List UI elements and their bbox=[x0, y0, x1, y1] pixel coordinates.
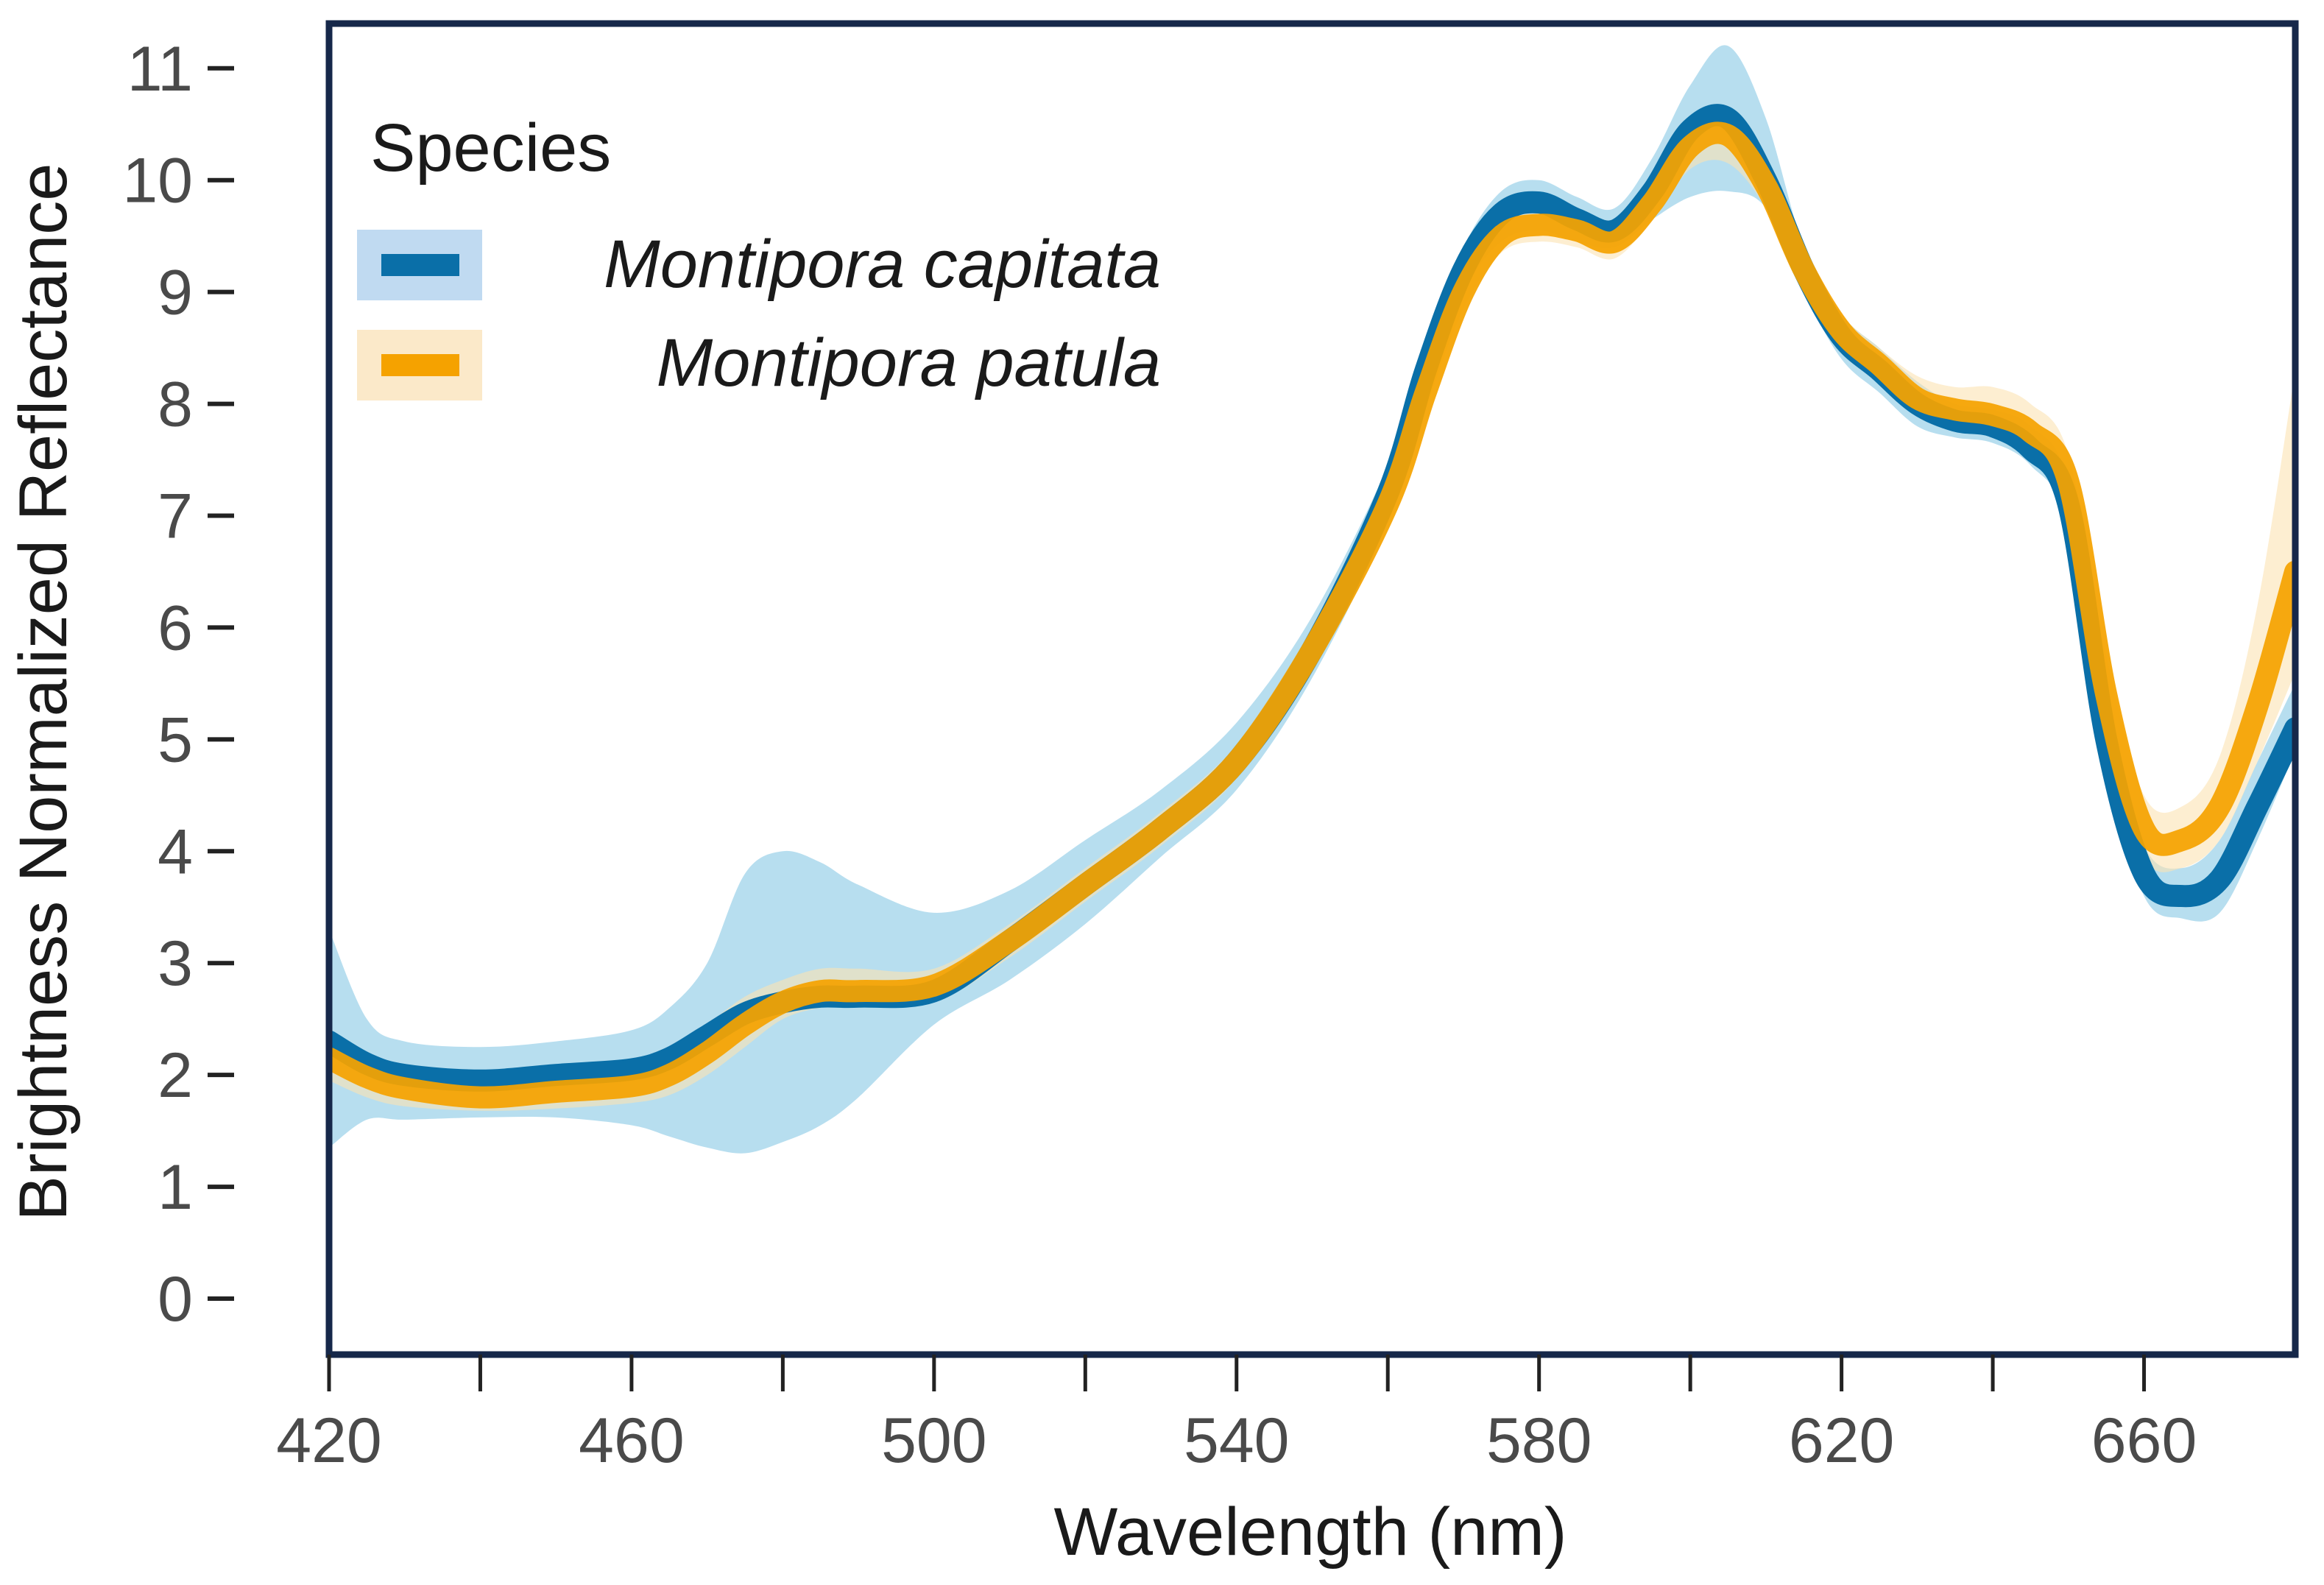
x-axis-label: Wavelength (nm) bbox=[1053, 1494, 1567, 1570]
y-tick-label-9: 9 bbox=[158, 258, 193, 328]
legend-swatch-line-patula bbox=[381, 354, 459, 376]
y-tick-label-2: 2 bbox=[158, 1040, 193, 1111]
y-tick-label-10: 10 bbox=[122, 146, 193, 216]
x-tick-label-500: 500 bbox=[881, 1405, 987, 1476]
y-axis-label: Brightness Normalized Reflectance bbox=[6, 163, 81, 1221]
series-lines bbox=[329, 104, 2295, 1109]
y-tick-label-6: 6 bbox=[158, 593, 193, 663]
y-tick-label-7: 7 bbox=[158, 481, 193, 552]
legend-label-patula: Montipora patula bbox=[657, 325, 1161, 400]
x-tick-label-620: 620 bbox=[1789, 1405, 1895, 1476]
x-tick-label-540: 540 bbox=[1184, 1405, 1290, 1476]
y-tick-label-0: 0 bbox=[158, 1264, 193, 1335]
y-axis: 0 1 2 3 4 5 6 7 8 9 10 11 bbox=[122, 34, 234, 1335]
y-tick-label-3: 3 bbox=[158, 928, 193, 999]
y-tick-label-8: 8 bbox=[158, 370, 193, 440]
legend-swatch-line-capitata bbox=[381, 254, 459, 276]
band-montipora-capitata bbox=[329, 45, 2295, 1154]
x-tick-label-460: 460 bbox=[579, 1405, 685, 1476]
legend-item-capitata: Montipora capitata bbox=[357, 227, 1161, 302]
line-montipora-patula bbox=[329, 121, 2295, 1109]
y-tick-label-4: 4 bbox=[158, 816, 193, 887]
legend-title: Species bbox=[370, 110, 611, 186]
x-tick-label-420: 420 bbox=[276, 1405, 382, 1476]
y-tick-label-11: 11 bbox=[127, 34, 193, 105]
legend-item-patula: Montipora patula bbox=[357, 325, 1161, 400]
y-tick-label-5: 5 bbox=[158, 705, 193, 775]
x-axis: 420 460 500 540 580 620 660 bbox=[276, 1355, 2197, 1476]
x-tick-label-580: 580 bbox=[1486, 1405, 1592, 1476]
y-tick-label-1: 1 bbox=[158, 1152, 193, 1223]
legend-label-capitata: Montipora capitata bbox=[604, 227, 1161, 302]
legend: Species Montipora capitata Montipora pat… bbox=[357, 110, 1161, 400]
plot-frame bbox=[325, 20, 2299, 1358]
confidence-bands bbox=[329, 45, 2295, 1154]
x-tick-label-660: 660 bbox=[2091, 1405, 2197, 1476]
